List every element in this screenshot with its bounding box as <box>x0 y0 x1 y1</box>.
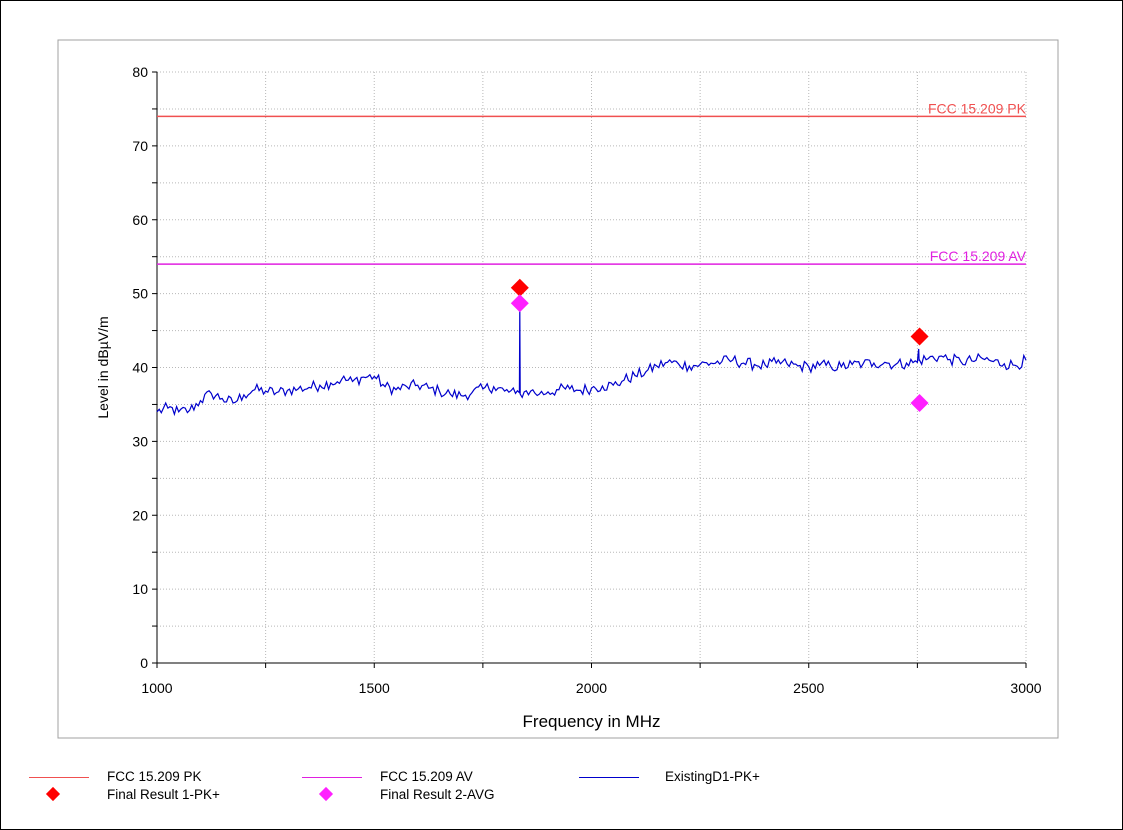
y-tick-label: 10 <box>132 581 148 597</box>
y-tick-label: 70 <box>132 138 148 154</box>
series-line-0 <box>156 306 1027 417</box>
y-axis-label: Level in dBµV/m <box>95 316 111 418</box>
x-tick-label: 1000 <box>141 680 172 696</box>
legend-line-pk-limit <box>29 777 89 778</box>
marker-1-point-0 <box>510 294 529 313</box>
legend-line-trace <box>579 777 639 778</box>
legend-label-pk-limit: FCC 15.209 PK <box>107 769 202 784</box>
marker-0-point-0 <box>510 278 529 297</box>
y-tick-label: 0 <box>140 655 148 671</box>
limit-label-0: FCC 15.209 PK <box>928 100 1027 116</box>
marker-0-point-1 <box>910 327 929 346</box>
legend-diamond-final-avg <box>318 786 334 802</box>
y-tick-label: 40 <box>132 360 148 376</box>
marker-1-point-1 <box>910 393 929 412</box>
limit-label-1: FCC 15.209 AV <box>930 248 1027 264</box>
legend-label-final-avg: Final Result 2-AVG <box>380 787 495 802</box>
plot-panel <box>57 39 1059 739</box>
x-axis-label: Frequency in MHz <box>523 712 661 731</box>
y-tick-label: 80 <box>132 64 148 80</box>
y-tick-label: 30 <box>132 433 148 449</box>
legend-line-av-limit <box>302 777 362 778</box>
legend-label-final-pk: Final Result 1-PK+ <box>107 787 220 802</box>
x-tick-label: 1500 <box>359 680 390 696</box>
x-tick-label: 2500 <box>793 680 824 696</box>
x-tick-label: 3000 <box>1010 680 1041 696</box>
x-tick-label: 2000 <box>576 680 607 696</box>
legend-label-av-limit: FCC 15.209 AV <box>380 769 473 784</box>
y-tick-label: 60 <box>132 212 148 228</box>
y-tick-label: 50 <box>132 286 148 302</box>
legend-diamond-final-pk <box>45 786 61 802</box>
legend-label-trace: ExistingD1-PK+ <box>665 769 760 784</box>
y-tick-label: 20 <box>132 507 148 523</box>
legend: FCC 15.209 PK FCC 15.209 AV ExistingD1-P… <box>0 764 1123 824</box>
